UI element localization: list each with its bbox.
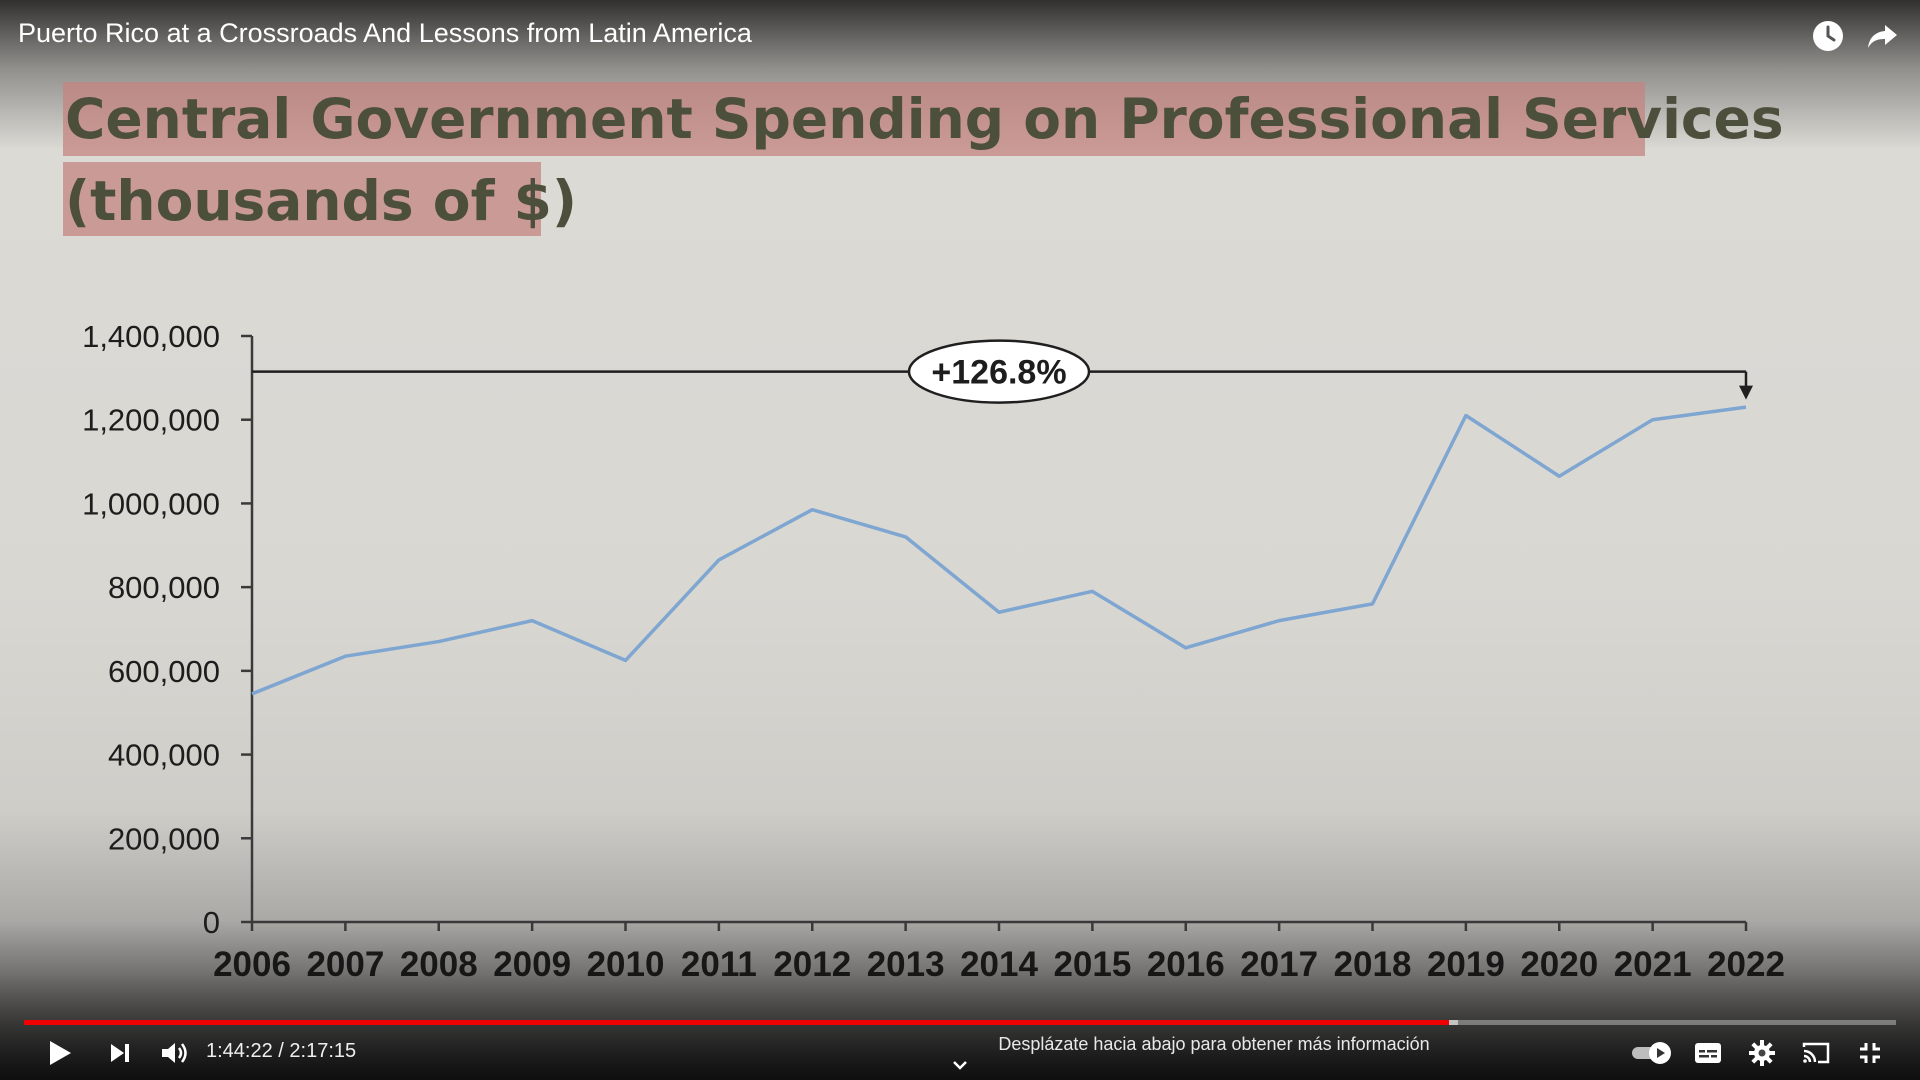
x-tick-label: 2015 bbox=[1053, 945, 1131, 984]
y-tick-label: 1,000,000 bbox=[82, 486, 220, 521]
x-tick-label: 2019 bbox=[1427, 945, 1505, 984]
x-tick-label: 2018 bbox=[1334, 945, 1412, 984]
x-tick-label: 2021 bbox=[1614, 945, 1692, 984]
x-tick-label: 2009 bbox=[493, 945, 571, 984]
x-tick-label: 2022 bbox=[1707, 945, 1785, 984]
x-tick-label: 2011 bbox=[681, 945, 757, 984]
slide-title-line-2: (thousands of $) bbox=[63, 162, 577, 236]
slide-title-line-1: Central Government Spending on Professio… bbox=[63, 82, 1784, 156]
x-tick-label: 2016 bbox=[1147, 945, 1225, 984]
x-tick-label: 2020 bbox=[1520, 945, 1598, 984]
next-button[interactable] bbox=[98, 1032, 142, 1074]
next-icon bbox=[111, 1044, 129, 1062]
play-icon bbox=[50, 1041, 71, 1065]
annotation-bubble bbox=[907, 339, 1091, 404]
y-tick-label: 600,000 bbox=[108, 654, 220, 689]
settings-button[interactable] bbox=[1740, 1032, 1784, 1074]
volume-icon bbox=[162, 1043, 187, 1063]
progress-bar[interactable] bbox=[24, 1020, 1896, 1025]
x-tick-label: 2008 bbox=[400, 945, 478, 984]
autoplay-toggle-icon bbox=[1632, 1042, 1671, 1064]
annotation-arrowhead bbox=[1739, 385, 1753, 400]
series-line bbox=[251, 405, 1747, 696]
cast-button[interactable] bbox=[1794, 1032, 1838, 1074]
line-chart: 0 200,000 400,000 600,000 800,000 1,000,000 1,… bbox=[82, 319, 1785, 984]
cast-icon bbox=[1802, 1042, 1830, 1064]
x-tick-label: 2010 bbox=[587, 945, 665, 984]
y-tick-label: 0 bbox=[203, 905, 220, 940]
subtitles-button[interactable] bbox=[1686, 1032, 1730, 1074]
annotation-label: +126.8% bbox=[931, 354, 1066, 392]
clock-icon[interactable] bbox=[1806, 14, 1850, 58]
x-tick-label: 2007 bbox=[306, 945, 384, 984]
progress-played bbox=[24, 1020, 1449, 1025]
gear-icon bbox=[1749, 1040, 1775, 1066]
play-button[interactable] bbox=[38, 1032, 82, 1074]
video-title[interactable]: Puerto Rico at a Crossroads And Lessons … bbox=[18, 18, 752, 48]
time-display: 1:44:22 / 2:17:15 bbox=[206, 1040, 357, 1062]
y-tick-label: 400,000 bbox=[108, 738, 220, 773]
autoplay-toggle[interactable] bbox=[1628, 1032, 1676, 1074]
subtitles-icon bbox=[1695, 1043, 1721, 1063]
share-arrow-icon[interactable] bbox=[1860, 14, 1904, 58]
x-tick-label: 2014 bbox=[960, 945, 1038, 984]
y-tick-label: 1,400,000 bbox=[82, 319, 220, 354]
scroll-hint[interactable]: Desplázate hacia abajo para obtener más … bbox=[998, 1034, 1430, 1054]
chevron-down-icon[interactable] bbox=[950, 1058, 970, 1072]
volume-button[interactable] bbox=[152, 1032, 196, 1074]
y-tick-label: 800,000 bbox=[108, 570, 220, 605]
y-tick-label: 1,200,000 bbox=[82, 403, 220, 438]
x-tick-label: 2006 bbox=[213, 945, 291, 984]
x-tick-label: 2012 bbox=[773, 945, 851, 984]
exit-fullscreen-button[interactable] bbox=[1848, 1032, 1892, 1074]
x-tick-label: 2017 bbox=[1240, 945, 1318, 984]
x-tick-label: 2013 bbox=[867, 945, 945, 984]
exit-fullscreen-icon bbox=[1860, 1043, 1880, 1063]
y-tick-label: 200,000 bbox=[108, 821, 220, 856]
